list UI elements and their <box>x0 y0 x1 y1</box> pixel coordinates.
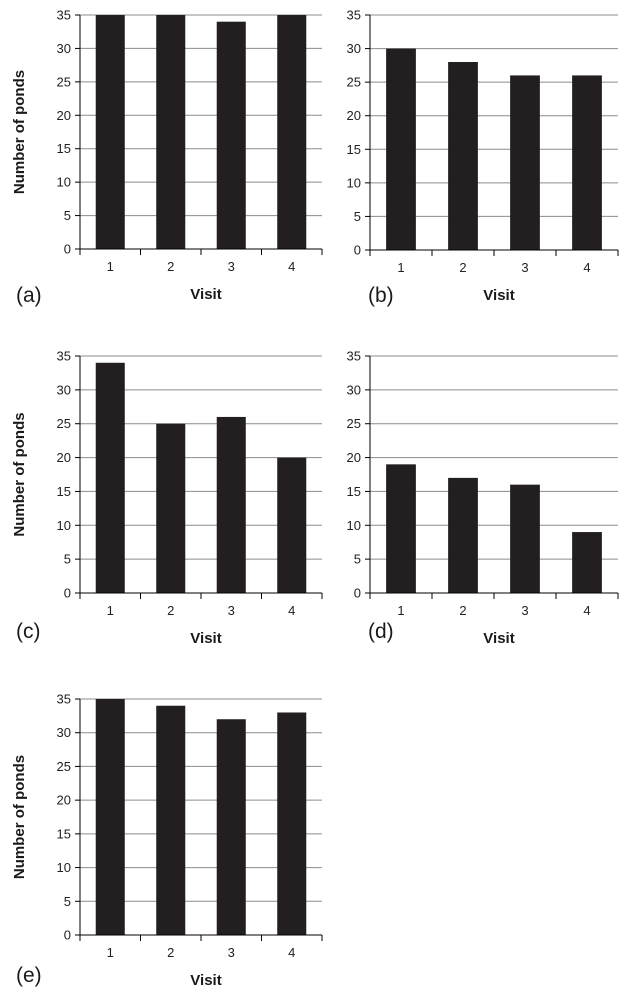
y-tick-label: 30 <box>347 382 361 397</box>
y-tick-label: 35 <box>57 349 71 364</box>
y-tick-label: 25 <box>57 416 71 431</box>
panel-label: (c) <box>16 620 41 643</box>
y-tick-label: 35 <box>347 8 361 23</box>
y-tick-label: 15 <box>57 826 71 841</box>
x-tick-label: 1 <box>107 603 114 618</box>
x-tick-label: 3 <box>521 603 528 618</box>
y-tick-label: 10 <box>347 518 361 533</box>
x-axis-title: Visit <box>190 286 221 303</box>
x-axis-title: Visit <box>483 287 514 304</box>
bar-visit-2 <box>156 705 186 935</box>
x-tick-label: 4 <box>288 945 295 960</box>
y-tick-label: 20 <box>347 108 361 123</box>
y-tick-label: 10 <box>347 175 361 190</box>
bar-visit-1 <box>386 464 416 593</box>
x-tick-label: 1 <box>107 259 114 274</box>
x-tick-label: 3 <box>228 945 235 960</box>
chart-panel-2: 0 5 10 15 20 25 30 35 1 2 3 4 Visit (b) <box>347 8 619 307</box>
y-tick-label: 30 <box>57 725 71 740</box>
y-tick-label: 0 <box>64 242 71 257</box>
x-tick-label: 3 <box>521 260 528 275</box>
y-tick-label: 10 <box>57 518 71 533</box>
y-axis-title: Number of ponds <box>11 70 28 194</box>
y-tick-label: 5 <box>354 209 361 224</box>
bar-visit-2 <box>156 15 186 249</box>
y-tick-label: 5 <box>64 894 71 909</box>
panel-label: (b) <box>368 284 394 307</box>
x-tick-label: 4 <box>583 603 590 618</box>
x-tick-label: 3 <box>228 603 235 618</box>
bar-visit-3 <box>216 21 246 249</box>
bar-visit-3 <box>510 75 540 250</box>
panel-label: (a) <box>16 284 42 307</box>
y-tick-label: 30 <box>57 382 71 397</box>
bar-visit-2 <box>448 477 478 593</box>
y-tick-label: 25 <box>347 75 361 90</box>
y-tick-label: 20 <box>57 450 71 465</box>
y-tick-label: 30 <box>57 41 71 56</box>
chart-panel-5: 0 5 10 15 20 25 30 35 1 2 3 4 Visit Number of ponds (e… <box>11 692 323 989</box>
y-tick-label: 35 <box>57 8 71 23</box>
x-axis-title: Visit <box>483 630 514 647</box>
bar-visit-4 <box>277 457 307 593</box>
y-tick-label: 15 <box>347 142 361 157</box>
x-tick-label: 2 <box>167 945 174 960</box>
bar-visit-2 <box>448 62 478 250</box>
y-tick-label: 5 <box>64 208 71 223</box>
bar-visit-4 <box>277 15 307 249</box>
y-tick-label: 20 <box>57 793 71 808</box>
chart-panel-4: 0 5 10 15 20 25 30 35 1 2 3 4 Visit (d) <box>347 349 619 647</box>
y-tick-label: 25 <box>57 74 71 89</box>
y-tick-label: 15 <box>347 484 361 499</box>
x-tick-label: 1 <box>107 945 114 960</box>
panel-label: (d) <box>368 620 394 643</box>
x-tick-label: 2 <box>459 260 466 275</box>
y-tick-label: 20 <box>57 108 71 123</box>
x-tick-label: 2 <box>459 603 466 618</box>
y-tick-label: 10 <box>57 860 71 875</box>
chart-panel-1: 0 5 10 15 20 25 30 35 1 2 3 4 Visit Number of ponds (a… <box>11 8 323 307</box>
y-axis-title: Number of ponds <box>11 755 28 879</box>
y-tick-label: 10 <box>57 175 71 190</box>
x-tick-label: 2 <box>167 603 174 618</box>
bar-visit-1 <box>95 362 125 593</box>
y-tick-label: 0 <box>354 243 361 258</box>
y-tick-label: 25 <box>347 416 361 431</box>
bar-visit-4 <box>572 532 602 593</box>
y-tick-label: 0 <box>354 586 361 601</box>
panel-label: (e) <box>16 964 42 987</box>
x-tick-label: 1 <box>397 260 404 275</box>
y-tick-label: 15 <box>57 141 71 156</box>
bar-visit-1 <box>95 699 125 935</box>
x-axis-title: Visit <box>190 972 221 989</box>
bar-visit-3 <box>510 484 540 593</box>
bar-visit-3 <box>216 416 246 593</box>
bar-visit-4 <box>277 712 307 935</box>
y-tick-label: 15 <box>57 484 71 499</box>
bar-visit-1 <box>95 15 125 249</box>
y-tick-label: 0 <box>64 586 71 601</box>
y-tick-label: 35 <box>57 692 71 707</box>
y-tick-label: 5 <box>64 552 71 567</box>
y-tick-label: 30 <box>347 41 361 56</box>
y-tick-label: 25 <box>57 759 71 774</box>
y-axis-title: Number of ponds <box>11 412 28 536</box>
y-tick-label: 35 <box>347 349 361 364</box>
x-tick-label: 3 <box>228 259 235 274</box>
x-axis-title: Visit <box>190 630 221 647</box>
bar-visit-4 <box>572 75 602 250</box>
y-tick-label: 20 <box>347 450 361 465</box>
x-tick-label: 2 <box>167 259 174 274</box>
x-tick-label: 4 <box>288 603 295 618</box>
chart-panel-3: 0 5 10 15 20 25 30 35 1 2 3 4 Visit Number of ponds (c… <box>11 349 323 647</box>
x-tick-label: 4 <box>583 260 590 275</box>
bar-visit-2 <box>156 423 186 593</box>
x-tick-label: 4 <box>288 259 295 274</box>
y-tick-label: 5 <box>354 552 361 567</box>
y-tick-label: 0 <box>64 928 71 943</box>
x-tick-label: 1 <box>397 603 404 618</box>
bar-visit-1 <box>386 48 416 251</box>
bar-visit-3 <box>216 719 246 935</box>
